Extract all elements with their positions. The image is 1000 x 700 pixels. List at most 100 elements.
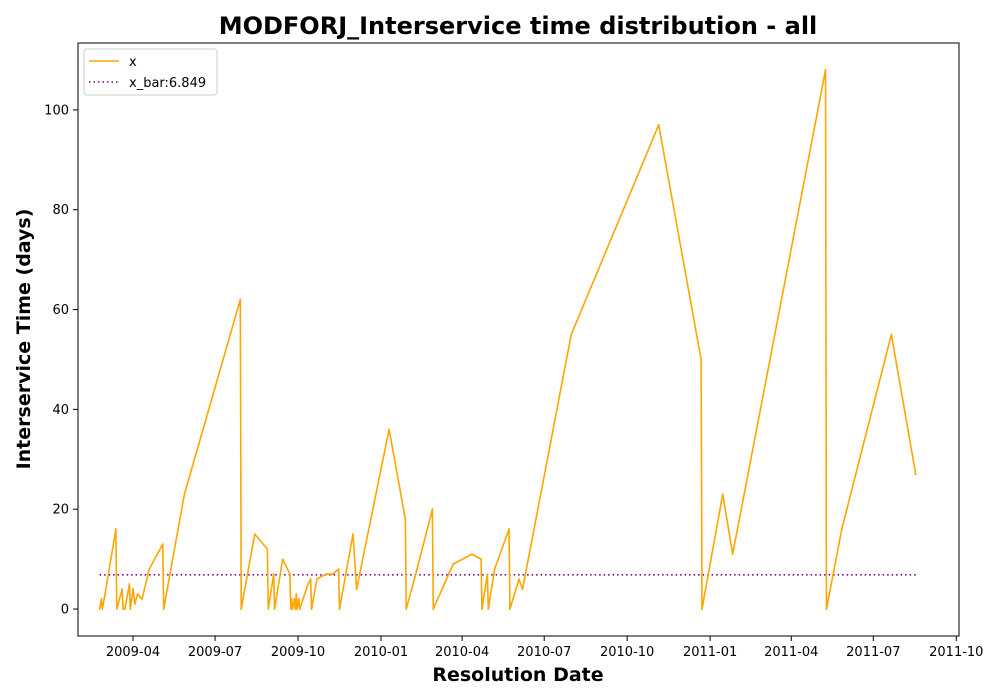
data-point xyxy=(416,568,418,571)
legend-label-x: x xyxy=(129,55,137,70)
data-point xyxy=(114,528,117,531)
data-point xyxy=(132,588,134,590)
data-point xyxy=(337,568,340,571)
x-tick-label: 2011-04 xyxy=(764,645,818,660)
legend-label-xbar: x_bar:6.849 xyxy=(129,76,206,91)
data-point xyxy=(355,588,358,590)
x-tick-label: 2009-04 xyxy=(106,645,160,660)
x-tick-label: 2011-07 xyxy=(846,645,900,660)
data-point xyxy=(183,493,186,496)
x-tick-label: 2010-04 xyxy=(435,645,489,660)
data-point xyxy=(289,573,291,575)
data-point xyxy=(294,608,297,610)
data-point xyxy=(405,608,408,610)
data-point xyxy=(431,508,434,511)
data-point xyxy=(115,608,118,610)
data-point xyxy=(432,608,435,610)
data-point xyxy=(721,493,724,496)
data-point xyxy=(136,593,139,595)
y-tick-label: 40 xyxy=(52,403,69,418)
data-point xyxy=(281,558,284,561)
data-point xyxy=(307,583,309,585)
data-point xyxy=(700,358,702,361)
y-tick-label: 100 xyxy=(44,103,69,118)
data-point xyxy=(121,588,124,590)
data-point xyxy=(331,573,334,575)
data-point xyxy=(100,598,103,600)
data-point xyxy=(825,608,828,610)
data-point xyxy=(508,528,510,531)
data-point xyxy=(657,123,660,126)
y-tick-label: 60 xyxy=(52,303,69,318)
data-point xyxy=(325,573,327,575)
x-tick-label: 2011-01 xyxy=(683,645,737,660)
data-point xyxy=(289,608,292,610)
data-point xyxy=(123,608,126,610)
data-point xyxy=(101,608,104,610)
data-point xyxy=(240,608,243,610)
data-point xyxy=(487,608,490,610)
x-tick-label: 2010-01 xyxy=(354,645,408,660)
x-tick-label: 2010-10 xyxy=(600,645,654,660)
data-point xyxy=(316,578,318,580)
data-point xyxy=(388,428,390,431)
data-point xyxy=(295,593,298,595)
data-point xyxy=(701,608,703,610)
data-point xyxy=(310,608,313,610)
data-point xyxy=(266,548,269,551)
data-point xyxy=(267,608,270,610)
y-axis-ticks: 0 20 40 60 80 100 xyxy=(44,103,78,618)
data-point xyxy=(239,298,242,301)
data-point xyxy=(509,608,511,610)
data-point xyxy=(298,608,301,610)
x-axis-ticks: 2009-04 2009-07 2009-10 2010-01 2010-04 2010-… xyxy=(106,636,983,660)
y-tick-label: 80 xyxy=(52,203,69,218)
x-tick-label: 2009-10 xyxy=(271,645,325,660)
data-point xyxy=(273,608,276,610)
data-point xyxy=(352,533,354,536)
y-axis-label: Interservice Time (days) xyxy=(13,209,35,470)
data-point xyxy=(309,578,312,580)
x-axis-label: Resolution Date xyxy=(432,664,603,686)
data-point xyxy=(890,333,893,336)
data-point xyxy=(480,558,482,561)
x-tick-label: 2011-10 xyxy=(929,645,983,660)
data-point xyxy=(162,608,165,610)
x-tick-label: 2010-07 xyxy=(517,645,571,660)
data-point xyxy=(731,553,734,556)
data-point xyxy=(253,533,256,536)
data-point xyxy=(148,568,151,571)
data-point xyxy=(914,473,917,476)
data-point xyxy=(129,608,132,610)
plot-frame xyxy=(77,42,960,637)
legend: x x_bar:6.849 xyxy=(83,48,218,96)
data-point xyxy=(290,598,293,600)
x-tick-label: 2009-07 xyxy=(188,645,242,660)
data-point xyxy=(128,583,131,585)
data-point xyxy=(481,608,483,610)
data-point xyxy=(291,608,294,610)
data-layer xyxy=(98,69,917,610)
data-point xyxy=(98,608,101,610)
data-point xyxy=(518,578,520,580)
data-point xyxy=(824,69,827,71)
data-point xyxy=(161,543,164,546)
data-point xyxy=(521,588,524,590)
data-point xyxy=(404,518,407,521)
data-point xyxy=(293,598,296,600)
data-point xyxy=(493,568,496,571)
data-point xyxy=(298,598,300,600)
data-point xyxy=(452,563,455,566)
data-point xyxy=(338,608,341,610)
chart-title: MODFORJ_Interservice time distribution -… xyxy=(219,12,818,40)
data-point xyxy=(471,553,473,556)
y-tick-label: 0 xyxy=(61,603,69,618)
data-point xyxy=(133,603,136,605)
data-point xyxy=(296,608,299,610)
data-point xyxy=(570,333,573,336)
data-point xyxy=(122,608,124,610)
data-point xyxy=(272,573,275,575)
data-point xyxy=(104,593,106,595)
data-point xyxy=(141,598,143,600)
